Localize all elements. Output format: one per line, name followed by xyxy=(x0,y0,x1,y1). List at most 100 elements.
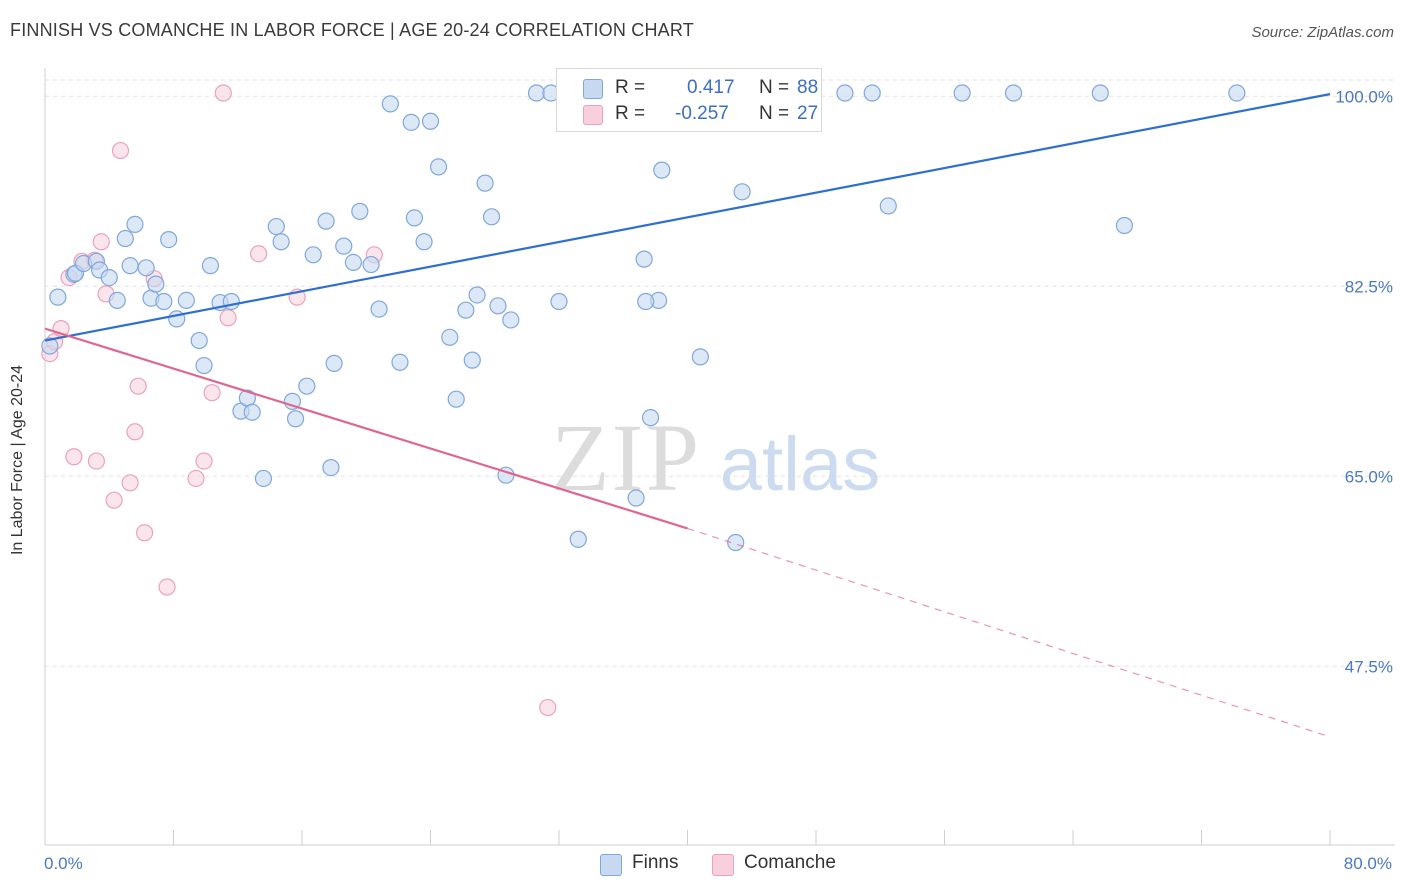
comanche-point xyxy=(87,452,106,470)
comanche-trend-line xyxy=(44,327,688,530)
finns-point xyxy=(351,202,369,220)
finns-point xyxy=(1115,216,1134,235)
finns-point xyxy=(49,288,67,306)
finns-point xyxy=(267,217,285,236)
finns-point xyxy=(637,292,655,311)
comanche-r-label: R = xyxy=(615,103,646,124)
comanche-r-value: -0.257 xyxy=(675,103,729,124)
finns-point xyxy=(298,377,316,395)
trend-lines xyxy=(44,93,1331,738)
finns-legend-label: Finns xyxy=(632,852,679,873)
comanche-point xyxy=(158,578,176,596)
comanche-point xyxy=(135,524,154,542)
comanche-point xyxy=(203,384,221,402)
finns-point xyxy=(100,269,118,287)
comanche-point xyxy=(187,469,205,488)
source-credit: Source: ZipAtlas.com xyxy=(1251,24,1394,41)
finns-point xyxy=(457,301,475,319)
finns-point xyxy=(391,353,409,371)
finns-point xyxy=(370,300,388,318)
finns-point xyxy=(108,291,126,309)
finns-point xyxy=(121,257,139,275)
finns-point xyxy=(195,356,213,375)
finns-point xyxy=(160,231,178,249)
comanche-point xyxy=(65,448,83,466)
finns-point xyxy=(476,174,494,192)
comanche-point xyxy=(214,84,232,102)
finns-trend-line xyxy=(44,93,1331,342)
comanche-n-label: N = xyxy=(759,103,790,124)
finns-point xyxy=(635,250,653,268)
comanche-point xyxy=(121,474,139,492)
finns-point xyxy=(468,286,486,304)
finns-point xyxy=(727,533,745,552)
finns-point xyxy=(402,113,420,131)
finns-point xyxy=(147,275,165,293)
comanche-n-value: 27 xyxy=(797,103,819,124)
comanche-point xyxy=(126,423,144,441)
finns-point xyxy=(653,161,671,179)
watermark-atlas: atlas xyxy=(720,422,881,507)
finns-point xyxy=(362,255,380,274)
finns-point xyxy=(177,291,195,309)
finns-point xyxy=(222,292,240,311)
finns-r-label: R = xyxy=(615,77,646,98)
finns-point xyxy=(569,530,587,548)
finns-point xyxy=(429,158,448,176)
comanche-point xyxy=(111,141,130,160)
finns-point xyxy=(527,84,546,102)
finns-point xyxy=(879,197,897,215)
finns-n-value: 88 xyxy=(797,77,819,98)
comanche-trend-extension xyxy=(687,527,1331,738)
finns-point xyxy=(482,208,501,226)
finns-point xyxy=(447,390,465,408)
finns-point xyxy=(1091,84,1109,102)
finns-swatch xyxy=(583,79,603,99)
finns-point xyxy=(953,84,971,102)
finns-point xyxy=(641,409,660,427)
finns-point xyxy=(201,257,220,275)
finns-point xyxy=(836,84,854,102)
finns-point xyxy=(441,328,459,346)
finns-point xyxy=(126,215,144,233)
finns-point xyxy=(317,212,335,230)
finns-point xyxy=(415,233,433,251)
y-tick-label: 65.0% xyxy=(1345,467,1393,486)
x-tick-label: 0.0% xyxy=(44,854,83,873)
grid-lines xyxy=(45,79,1395,667)
finns-r-value: 0.417 xyxy=(687,77,735,98)
finns-point xyxy=(733,183,751,201)
comanche-legend-swatch xyxy=(712,854,734,876)
tick-labels: 100.0% 82.5% 65.0% 47.5% 0.0% 80.0% xyxy=(44,87,1393,873)
finns-point xyxy=(502,311,520,329)
finns-point xyxy=(325,354,343,372)
finns-point xyxy=(116,229,134,248)
finns-point xyxy=(243,403,261,421)
finns-point xyxy=(190,331,208,350)
chart-title: FINNISH VS COMANCHE IN LABOR FORCE | AGE… xyxy=(10,20,694,40)
finns-point xyxy=(1004,84,1023,102)
comanche-point xyxy=(92,233,110,251)
comanche-point xyxy=(105,491,123,509)
comanche-legend-label: Comanche xyxy=(744,852,836,873)
finns-point xyxy=(421,112,440,130)
y-tick-label: 82.5% xyxy=(1345,277,1393,296)
y-tick-label: 100.0% xyxy=(1335,87,1393,106)
finns-point xyxy=(550,292,568,311)
finns-point xyxy=(627,489,645,507)
watermark-zip: ZIP xyxy=(551,404,701,511)
finns-point xyxy=(405,209,424,227)
comanche-point xyxy=(129,377,147,395)
finns-point xyxy=(863,84,881,102)
finns-point xyxy=(304,246,322,264)
x-tick-label: 80.0% xyxy=(1344,854,1392,873)
y-tick-label: 47.5% xyxy=(1345,657,1393,676)
comanche-point xyxy=(539,698,557,717)
finns-point xyxy=(1228,84,1246,102)
finns-point xyxy=(286,410,305,428)
comanche-point xyxy=(250,245,268,263)
finns-point xyxy=(691,348,709,366)
finns-point xyxy=(344,253,362,271)
comanche-swatch xyxy=(583,105,603,125)
